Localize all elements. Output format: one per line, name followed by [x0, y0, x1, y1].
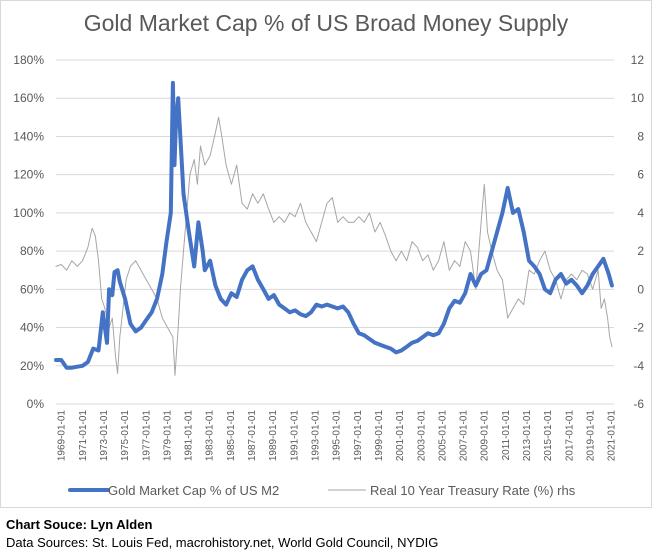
x-tick-label: 2001-01-01 — [395, 410, 406, 462]
gold-m2-series-line — [54, 80, 614, 370]
right-tick-label: -6 — [633, 397, 644, 411]
x-tick-label: 1985-01-01 — [226, 410, 237, 462]
x-tick-label: 2005-01-01 — [437, 410, 448, 462]
legend-label-real-rate: Real 10 Year Treasury Rate (%) rhs — [370, 483, 576, 498]
x-tick-label: 1981-01-01 — [184, 410, 195, 462]
x-tick-label: 1993-01-01 — [310, 410, 321, 462]
gridlines — [56, 59, 614, 405]
x-tick-label: 2021-01-01 — [607, 410, 618, 462]
left-tick-label: 140% — [13, 129, 44, 143]
left-tick-label: 160% — [13, 91, 44, 105]
x-tick-label: 2003-01-01 — [416, 410, 427, 462]
x-tick-label: 1995-01-01 — [332, 410, 343, 462]
x-axis: 1969-01-01 1971-01-01 1973-01-01 1975-01-01… — [57, 410, 618, 462]
real-rate-series-line — [55, 116, 613, 376]
x-tick-label: 2019-01-01 — [585, 410, 596, 462]
left-tick-label: 80% — [20, 244, 44, 258]
right-tick-label: 0 — [637, 282, 644, 296]
x-tick-label: 1973-01-01 — [99, 410, 110, 462]
left-tick-label: 100% — [13, 206, 44, 220]
right-tick-label: 4 — [637, 206, 644, 220]
x-tick-label: 1969-01-01 — [57, 410, 68, 462]
x-tick-label: 2017-01-01 — [564, 410, 575, 462]
x-tick-label: 2007-01-01 — [459, 410, 470, 462]
right-tick-label: 8 — [637, 129, 644, 143]
right-tick-label: 10 — [631, 91, 645, 105]
right-tick-label: -2 — [633, 321, 644, 335]
right-tick-label: -4 — [633, 359, 644, 373]
plot-area — [54, 80, 614, 376]
x-tick-label: 1975-01-01 — [120, 410, 131, 462]
chart-title: Gold Market Cap % of US Broad Money Supp… — [83, 10, 569, 36]
x-tick-label: 1983-01-01 — [205, 410, 216, 462]
x-tick-label: 1977-01-01 — [141, 410, 152, 462]
left-tick-label: 20% — [20, 359, 44, 373]
left-tick-label: 120% — [13, 168, 44, 182]
x-tick-label: 2011-01-01 — [501, 410, 512, 461]
left-tick-label: 0% — [27, 397, 45, 411]
x-tick-label: 1987-01-01 — [247, 410, 258, 462]
left-tick-label: 60% — [20, 282, 44, 296]
x-tick-label: 2013-01-01 — [522, 410, 533, 462]
x-tick-label: 1999-01-01 — [374, 410, 385, 462]
right-tick-label: 2 — [637, 244, 644, 258]
x-tick-label: 1989-01-01 — [268, 410, 279, 462]
legend: Gold Market Cap % of US M2 Real 10 Year T… — [68, 483, 576, 498]
x-tick-label: 1979-01-01 — [162, 410, 173, 462]
left-axis: 0% 20% 40% 60% 80% 100% 120% 140% 160% 180% — [13, 53, 44, 411]
x-tick-label: 1997-01-01 — [353, 410, 364, 462]
x-tick-label: 1991-01-01 — [289, 410, 300, 462]
right-tick-label: 12 — [631, 53, 645, 67]
right-axis: -6 -4 -2 0 2 4 6 8 10 12 — [631, 53, 645, 411]
chart-source-label: Chart Souce: Lyn Alden — [6, 517, 153, 532]
right-tick-label: 6 — [637, 168, 644, 182]
left-tick-label: 40% — [20, 321, 44, 335]
chart-svg: 0%20%40%60%80%100%120%140%160%180% -6-4-… — [13, 53, 645, 498]
left-tick-label: 180% — [13, 53, 44, 67]
legend-label-gold: Gold Market Cap % of US M2 — [108, 483, 279, 498]
x-tick-label: 2015-01-01 — [543, 410, 554, 462]
data-sources-text: Data Sources: St. Louis Fed, macrohistor… — [6, 535, 439, 550]
x-tick-label: 1971-01-01 — [78, 410, 89, 462]
x-tick-label: 2009-01-01 — [480, 410, 491, 462]
